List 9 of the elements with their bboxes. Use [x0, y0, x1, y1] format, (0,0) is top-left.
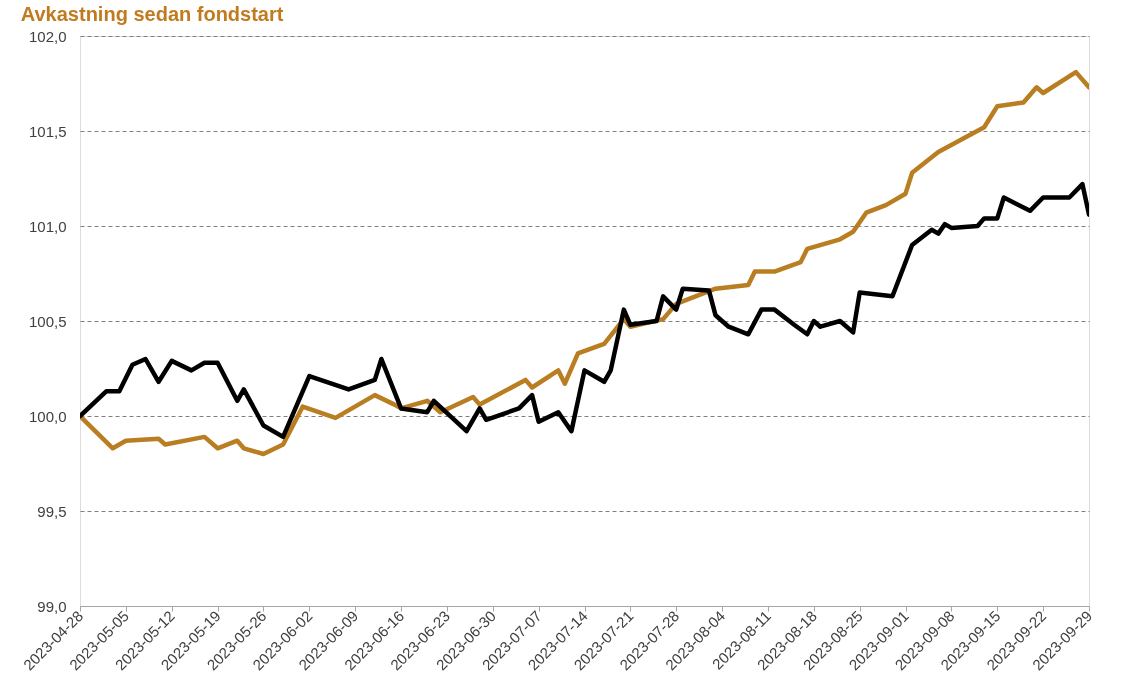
y-tick-label: 100,5 [28, 312, 67, 330]
line-series [80, 181, 1089, 440]
y-tick-label: 102,0 [28, 27, 67, 45]
line-series [80, 69, 1089, 457]
y-tick-label: 100,0 [28, 407, 67, 425]
y-tick-label: 101,0 [28, 217, 67, 235]
y-tick-label: 101,5 [28, 122, 67, 140]
chart-title: Avkastning sedan fondstart [20, 3, 284, 25]
y-tick-label: 99,5 [37, 502, 67, 520]
